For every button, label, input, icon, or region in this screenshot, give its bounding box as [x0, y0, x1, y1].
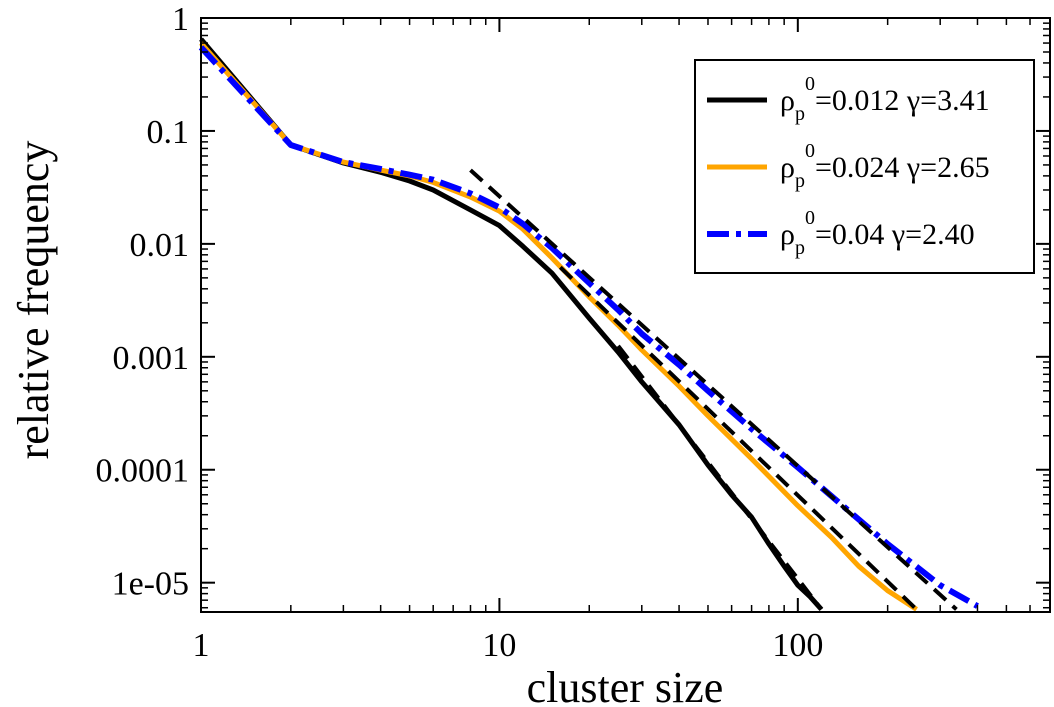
x-tick-label: 100 — [772, 627, 823, 664]
legend-entry-3: ρp0=0.04 γ=2.40 — [707, 207, 975, 259]
legend-label-2: =0.024 γ=2.65 — [815, 151, 990, 184]
legend-sub-1: p — [795, 103, 805, 125]
tick-layer: 1 10 100 1 0.1 0.01 0.001 0.0001 1e-05 — [96, 1, 1051, 664]
y-tick-label: 0.0001 — [96, 453, 190, 490]
fit-line-2 — [558, 265, 918, 611]
legend-rho-2: ρ — [780, 151, 795, 184]
x-tick-label: 1 — [193, 627, 210, 664]
y-tick-label: 1 — [172, 1, 189, 38]
legend-rho-3: ρ — [780, 218, 795, 251]
y-tick-label: 0.1 — [147, 114, 190, 151]
series-line-1 — [199, 37, 824, 612]
legend-sup-3: 0 — [805, 207, 815, 229]
legend-entry-1: ρp0=0.012 γ=3.41 — [707, 73, 990, 125]
legend-rho-1: ρ — [780, 84, 795, 117]
x-tick-label: 10 — [482, 627, 516, 664]
legend-label-3: =0.04 γ=2.40 — [815, 218, 975, 251]
y-tick-label: 0.001 — [113, 340, 190, 377]
svg-text:ρp0=0.012 γ=3.41: ρp0=0.012 γ=3.41 — [780, 73, 990, 125]
plot-frame — [200, 17, 1051, 613]
fit-line-1 — [616, 344, 824, 611]
legend-sup-1: 0 — [805, 73, 815, 95]
legend-entry-2: ρp0=0.024 γ=2.65 — [707, 140, 990, 192]
y-tick-label: 0.01 — [130, 227, 190, 264]
y-axis-title: relative frequency — [9, 141, 58, 460]
legend-sup-2: 0 — [805, 140, 815, 162]
legend-sub-2: p — [795, 170, 805, 192]
svg-text:ρp0=0.024 γ=2.65: ρp0=0.024 γ=2.65 — [780, 140, 990, 192]
legend: ρp0=0.012 γ=3.41 ρp0=0.024 γ=2.65 ρp0=0.… — [694, 59, 1035, 274]
y-tick-label: 1e-05 — [112, 566, 189, 603]
legend-label-1: =0.012 γ=3.41 — [815, 84, 990, 117]
fit-layer — [469, 168, 958, 611]
x-axis-title: cluster size — [527, 663, 724, 707]
legend-sub-3: p — [795, 237, 805, 259]
svg-text:ρp0=0.04 γ=2.40: ρp0=0.04 γ=2.40 — [780, 207, 975, 259]
fit-line-3 — [469, 168, 958, 611]
